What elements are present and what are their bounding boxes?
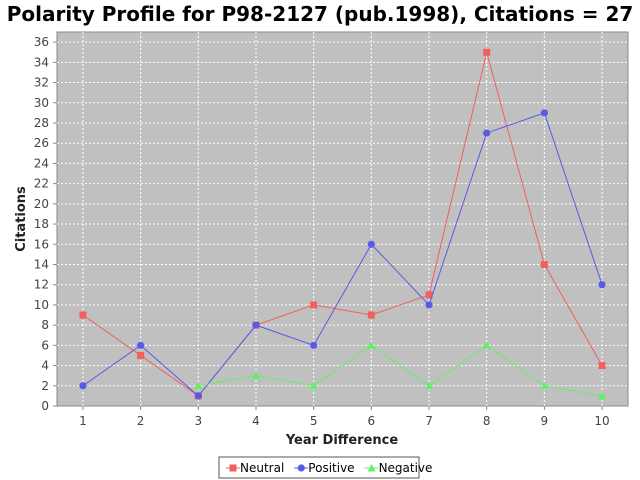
neutral-line	[82, 52, 603, 397]
x-tick-label: 8	[483, 414, 491, 428]
neutral-point	[367, 311, 375, 319]
x-axis-label: Year Difference	[285, 433, 399, 448]
legend-negative-label: Negative	[379, 461, 433, 475]
y-axis-label: Citations	[14, 186, 29, 252]
legend-negative-marker	[367, 464, 376, 472]
positive-point	[310, 341, 318, 349]
negative-point	[367, 341, 376, 349]
x-tick-label: 2	[137, 414, 145, 428]
neutral-point	[79, 311, 87, 319]
negative-point	[251, 371, 260, 380]
y-tick-label: 8	[41, 318, 49, 332]
legend-positive-label: Positive	[308, 461, 354, 475]
negative-point	[540, 381, 549, 390]
y-tick-label: 20	[34, 197, 49, 211]
x-tick-label: 7	[425, 414, 433, 428]
neutral-point	[540, 260, 548, 268]
x-tick-label: 3	[194, 414, 202, 428]
y-tick-label: 10	[34, 298, 49, 312]
positive-point	[194, 392, 202, 400]
y-tick-label: 14	[34, 257, 49, 271]
chart-title: Polarity Profile for P98-2127 (pub.1998)…	[6, 2, 634, 26]
series-positive	[79, 109, 606, 400]
plot-area	[56, 31, 629, 407]
negative-point	[425, 381, 434, 390]
negative-point	[309, 381, 318, 390]
x-tick-label: 9	[541, 414, 549, 428]
y-tick-label: 30	[34, 96, 49, 110]
neutral-point	[598, 362, 606, 370]
positive-point	[137, 341, 145, 349]
grid-lines	[57, 32, 628, 406]
legend-positive-marker	[297, 464, 305, 472]
positive-point	[425, 301, 433, 309]
x-tick-label: 6	[368, 414, 376, 428]
x-tick-label: 5	[310, 414, 318, 428]
y-tick-label: 2	[41, 379, 49, 393]
series-negative	[194, 341, 607, 400]
positive-point	[252, 321, 260, 329]
y-tick-label: 34	[34, 55, 49, 69]
y-tick-label: 22	[34, 177, 49, 191]
neutral-point	[483, 48, 491, 56]
legend-neutral-marker	[229, 464, 237, 472]
y-tick-label: 4	[41, 359, 49, 373]
y-tick-label: 24	[34, 156, 49, 170]
negative-line	[198, 344, 603, 397]
positive-point	[540, 109, 548, 117]
y-tick-label: 32	[34, 76, 49, 90]
y-tick-label: 16	[34, 237, 49, 251]
neutral-point	[425, 291, 433, 299]
x-tick-label: 4	[252, 414, 260, 428]
y-tick-label: 6	[41, 338, 49, 352]
negative-point	[598, 391, 607, 400]
y-tick-label: 36	[34, 35, 49, 49]
y-tick-label: 28	[34, 116, 49, 130]
y-tick-label: 12	[34, 278, 49, 292]
negative-point	[482, 341, 491, 349]
x-tick-label: 10	[594, 414, 609, 428]
positive-point	[79, 382, 87, 390]
positive-point	[598, 281, 606, 289]
positive-point	[367, 240, 375, 248]
y-tick-label: 18	[34, 217, 49, 231]
series-layer	[79, 48, 607, 400]
negative-point	[194, 381, 203, 390]
y-tick-label: 0	[41, 399, 49, 413]
neutral-point	[137, 351, 145, 359]
x-tick-label: 1	[79, 414, 87, 428]
y-tick-label: 26	[34, 136, 49, 150]
positive-line	[82, 112, 603, 397]
legend-box	[218, 456, 420, 479]
neutral-point	[310, 301, 318, 309]
positive-point	[483, 129, 491, 137]
legend: Neutral Positive Negative	[218, 456, 433, 479]
legend-neutral-label: Neutral	[240, 461, 284, 475]
